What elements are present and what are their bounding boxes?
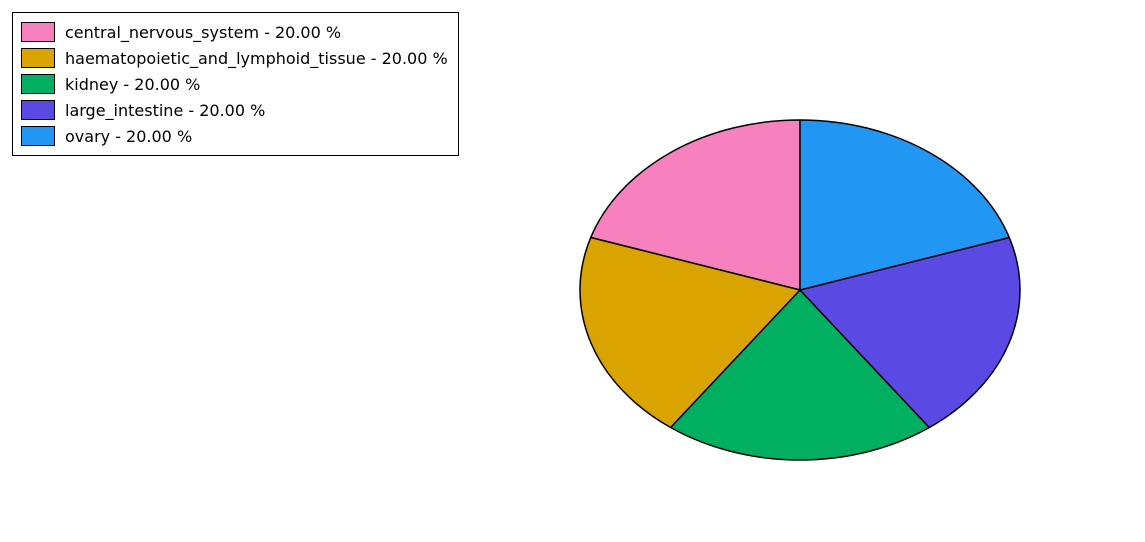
pie-chart (0, 0, 1145, 542)
pie-svg (0, 0, 1145, 538)
chart-canvas: { "chart": { "type": "pie", "background_… (0, 0, 1145, 538)
